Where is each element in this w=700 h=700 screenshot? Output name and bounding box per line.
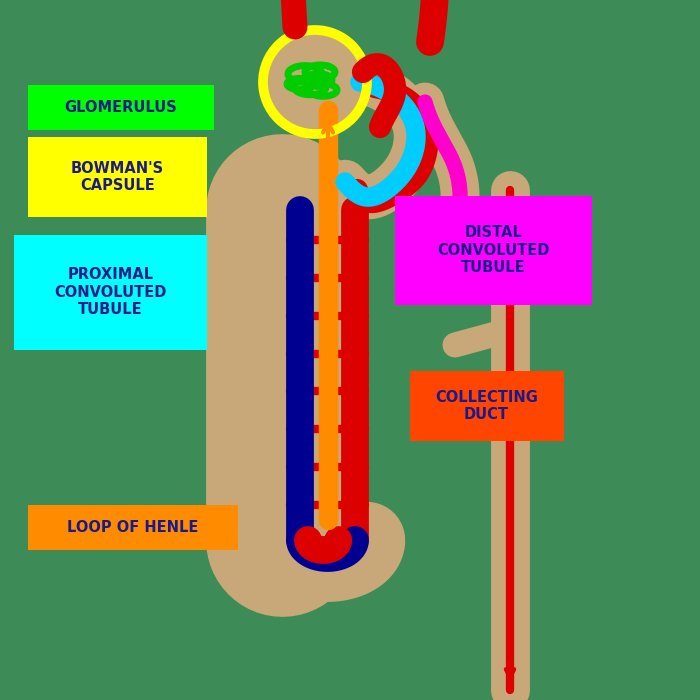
Polygon shape (260, 30, 370, 134)
Text: COLLECTING
DUCT: COLLECTING DUCT (435, 390, 538, 422)
FancyBboxPatch shape (28, 85, 214, 130)
FancyBboxPatch shape (28, 136, 206, 217)
FancyBboxPatch shape (410, 371, 564, 441)
Text: DISTAL
CONVOLUTED
TUBULE: DISTAL CONVOLUTED TUBULE (438, 225, 550, 275)
FancyBboxPatch shape (14, 234, 206, 350)
Text: PROXIMAL
CONVOLUTED
TUBULE: PROXIMAL CONVOLUTED TUBULE (54, 267, 167, 317)
Text: LOOP OF HENLE: LOOP OF HENLE (67, 520, 199, 535)
FancyBboxPatch shape (28, 505, 238, 550)
FancyBboxPatch shape (395, 196, 592, 304)
Text: GLOMERULUS: GLOMERULUS (64, 100, 177, 115)
Text: BOWMAN'S
CAPSULE: BOWMAN'S CAPSULE (71, 160, 164, 193)
